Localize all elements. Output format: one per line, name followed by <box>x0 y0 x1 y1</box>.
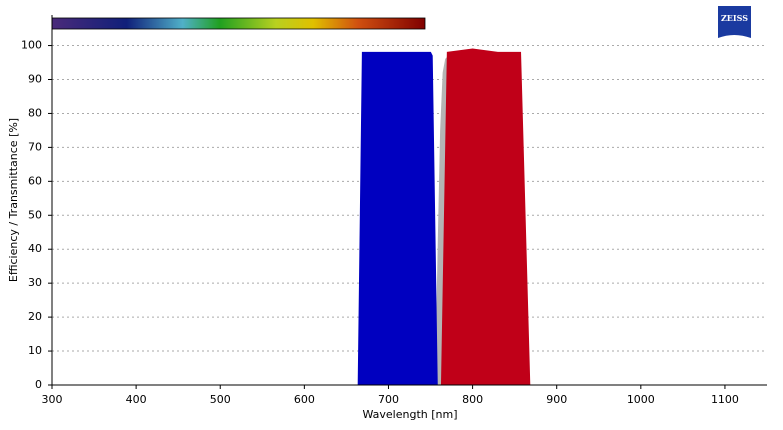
x-tick-label: 700 <box>378 393 399 406</box>
logo-text: ZEISS <box>721 13 748 23</box>
y-tick-label: 0 <box>35 378 42 391</box>
x-tick-label: 400 <box>126 393 147 406</box>
y-tick-label: 50 <box>28 208 42 221</box>
x-tick-label: 500 <box>210 393 231 406</box>
y-tick-label: 10 <box>28 344 42 357</box>
x-tick-label: 1000 <box>627 393 655 406</box>
y-tick-label: 90 <box>28 72 42 85</box>
x-tick-label: 900 <box>546 393 567 406</box>
y-tick-label: 100 <box>21 39 42 52</box>
y-axis-label: Efficiency / Transmittance [%] <box>7 118 20 282</box>
x-tick-label: 300 <box>42 393 63 406</box>
y-tick-label: 70 <box>28 140 42 153</box>
spectrum-area <box>357 51 438 386</box>
y-tick-label: 80 <box>28 106 42 119</box>
y-tick-label: 60 <box>28 174 42 187</box>
y-tick-label: 40 <box>28 242 42 255</box>
y-tick-label: 20 <box>28 310 42 323</box>
spectrum-area <box>440 48 531 386</box>
x-tick-label: 600 <box>294 393 315 406</box>
y-tick-label: 30 <box>28 276 42 289</box>
x-tick-label: 1100 <box>711 393 739 406</box>
x-tick-label: 800 <box>462 393 483 406</box>
spectrum-bar <box>51 17 426 30</box>
x-axis-label: Wavelength [nm] <box>362 408 457 421</box>
logo: ZEISS <box>718 6 751 38</box>
